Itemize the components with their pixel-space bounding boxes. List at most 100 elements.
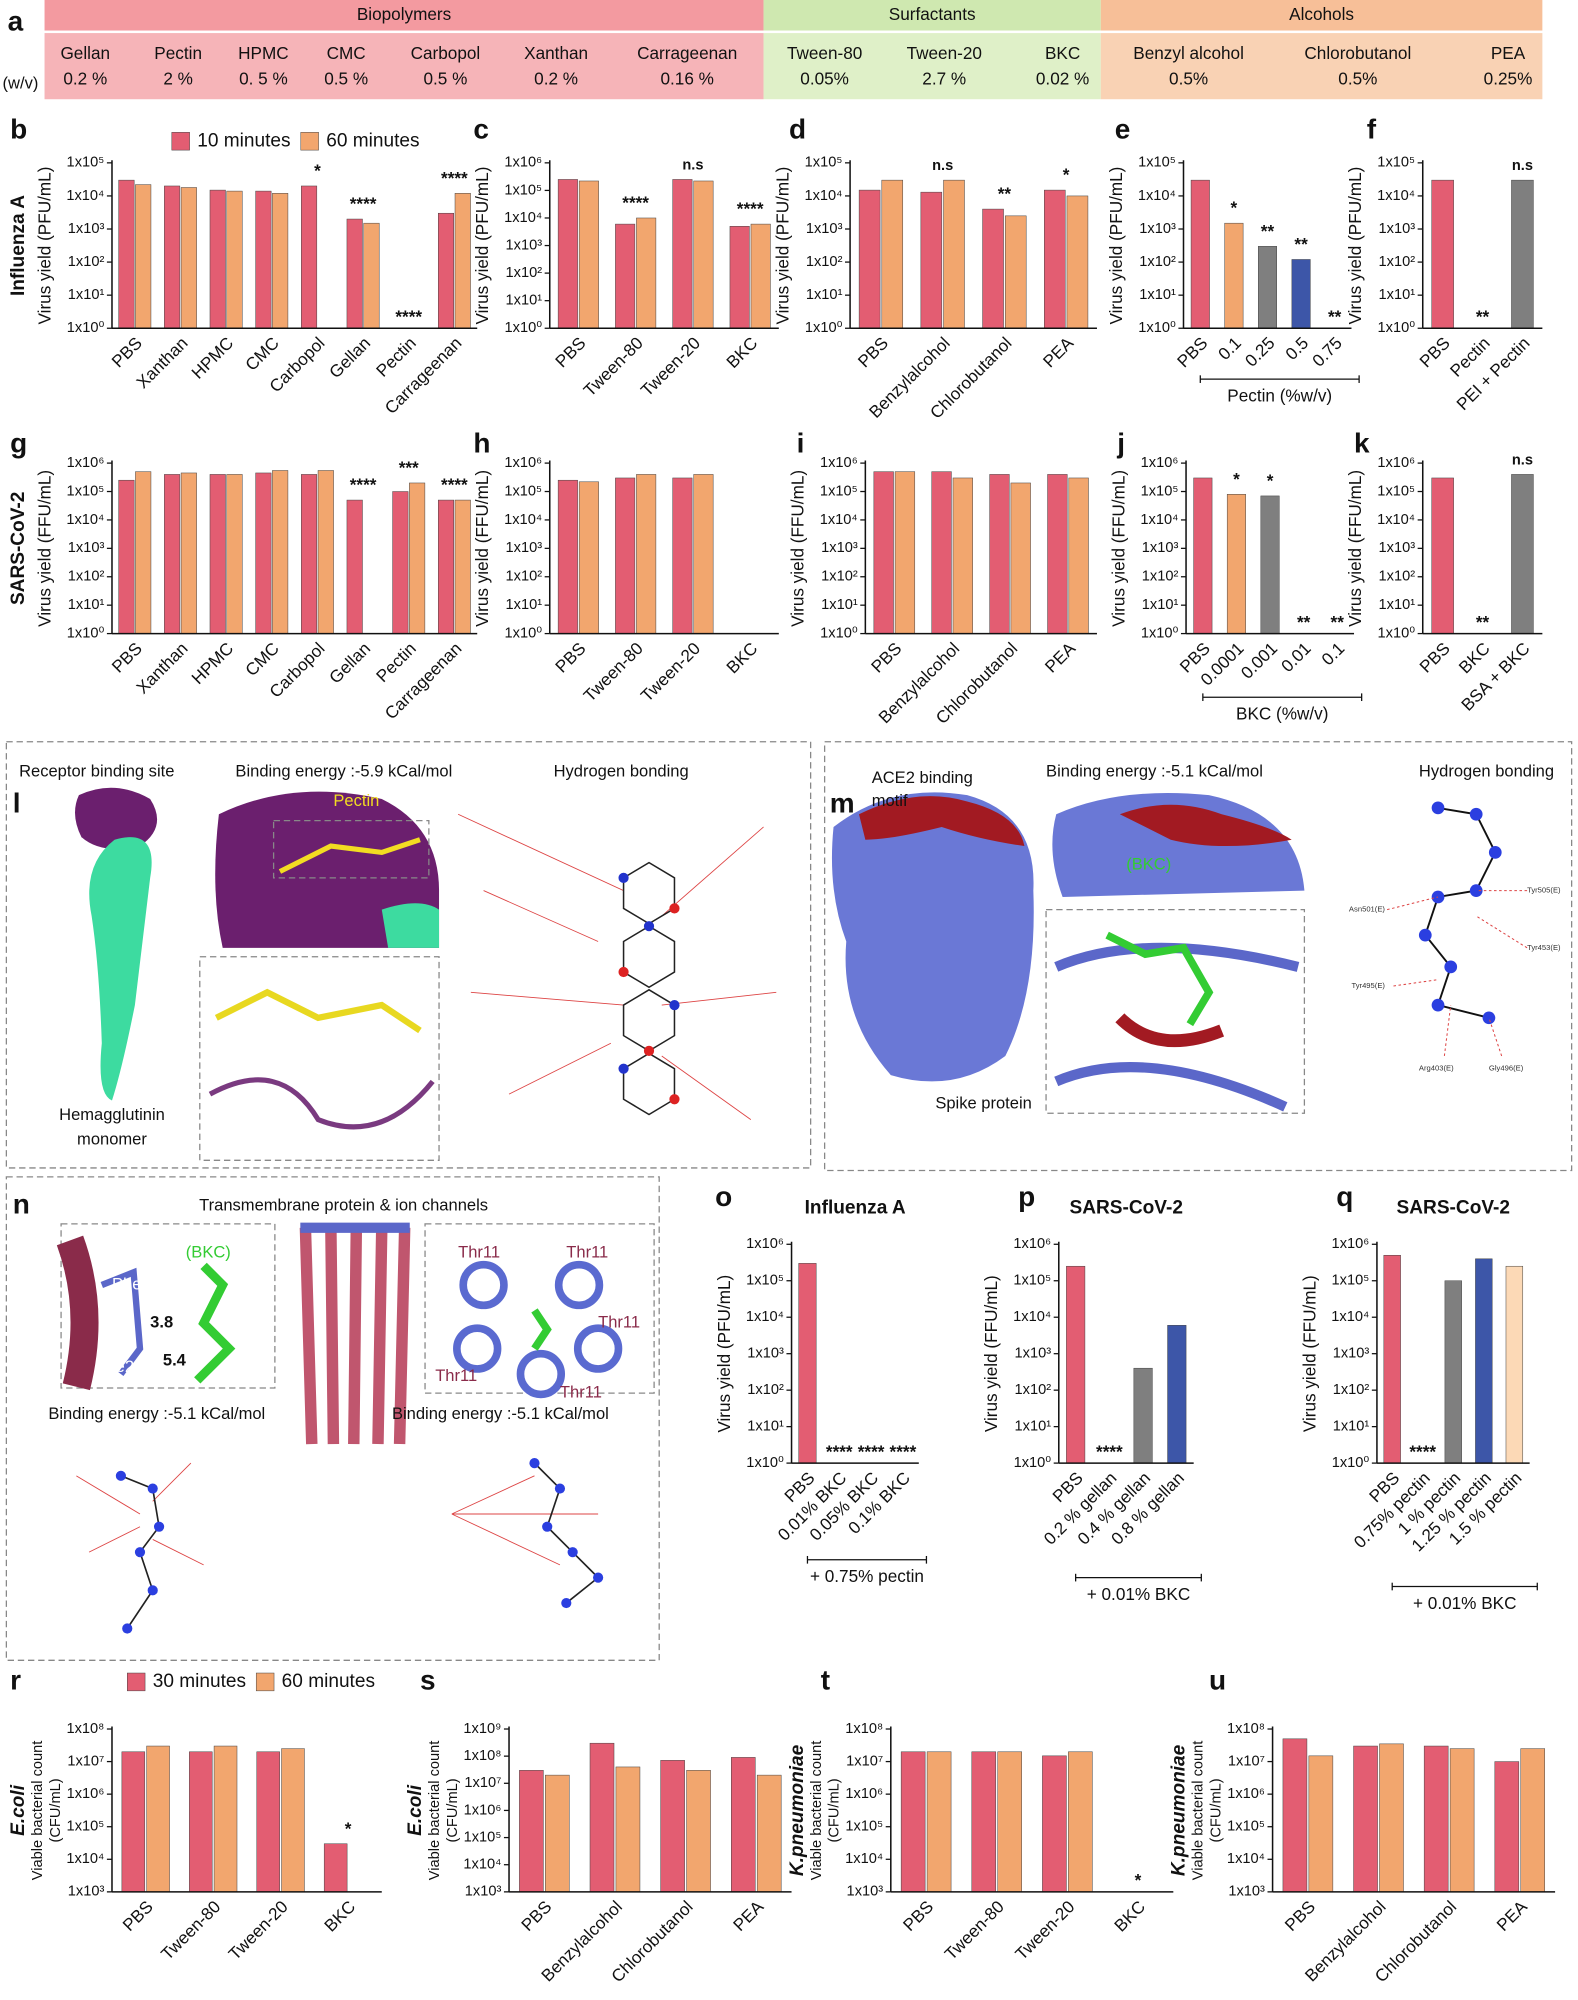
y-tick-label: 1x10² — [506, 569, 543, 585]
y-tick-label: 1x10² — [1379, 254, 1416, 270]
y-tick-label: 1x10³ — [68, 221, 105, 237]
bar — [943, 179, 965, 329]
y-axis-label: Virus yield (PFU/mL) — [772, 167, 792, 325]
item-name: Xanthan — [524, 43, 588, 63]
significance-label: **** — [1096, 1441, 1123, 1461]
item-value: 2.7 % — [922, 69, 966, 89]
y-axis-label: Virus yield (FFU/mL) — [788, 470, 808, 627]
panel-label: e — [1115, 113, 1131, 144]
chart: q SARS-CoV-2 Virus yield (FFU/mL) 1x10⁰ 1x10… — [1299, 1181, 1538, 1613]
chart: d Virus yield (PFU/mL) 1x10⁰ 1x10¹ 1x10² 1x10… — [772, 113, 1097, 423]
y-tick-label: 1x10⁴ — [845, 1851, 883, 1867]
bar — [997, 1751, 1022, 1893]
significance-label: n.s — [1512, 158, 1533, 174]
bar — [989, 474, 1010, 634]
y-tick-label: 1x10¹ — [1379, 597, 1416, 613]
ligand — [194, 1262, 236, 1384]
bar — [660, 1760, 685, 1893]
y-tick-label: 1x10⁶ — [464, 1802, 502, 1818]
bar — [900, 1751, 926, 1893]
significance-label: **** — [350, 194, 377, 214]
caption: Hydrogen bonding — [1419, 762, 1554, 781]
row-label: K.pneumoniae — [787, 1744, 808, 1876]
y-tick-label: 1x10² — [1015, 1382, 1052, 1398]
bar — [1190, 179, 1210, 329]
item-name: BKC — [1045, 43, 1080, 63]
y-axis-label: Viable bacterial count — [809, 1741, 825, 1881]
panel-label: a — [8, 5, 24, 36]
atoms — [618, 872, 680, 1105]
y-tick-label: 1x10⁶ — [504, 455, 542, 471]
surface — [89, 837, 152, 1101]
bar — [118, 179, 135, 329]
row-label: E.coli — [405, 1784, 426, 1836]
bar — [363, 222, 380, 329]
panel-label: g — [10, 428, 27, 459]
x-tick-label: Tween-80 — [579, 638, 646, 705]
y-tick-label: 1x10⁵ — [845, 1819, 883, 1835]
item-name: Pectin — [154, 43, 202, 63]
x-tick-label: BKC — [722, 638, 761, 677]
caption: Transmembrane protein & ion channels — [199, 1195, 488, 1214]
ribbon — [208, 1077, 435, 1130]
bar — [1379, 1743, 1404, 1893]
item-name: CMC — [327, 43, 366, 63]
y-axis-label: Virus yield (PFU/mL) — [714, 1275, 734, 1433]
panel-n: n Transmembrane protein & ion channels (… — [5, 1176, 660, 1661]
bar — [255, 190, 272, 329]
pore-helices — [453, 1260, 623, 1399]
x-tick-label: PBS — [108, 638, 146, 676]
surface — [831, 792, 1034, 1082]
significance-label: * — [1267, 470, 1274, 490]
bar — [454, 193, 471, 329]
y-tick-label: 1x10¹ — [68, 597, 105, 613]
x-tick-label: 0.01 — [1277, 638, 1315, 676]
bar — [1066, 195, 1089, 329]
bar — [926, 1751, 952, 1893]
panel-frame — [823, 741, 1573, 1172]
x-tick-label: Xanthan — [132, 333, 191, 392]
y-tick-label: 1x10² — [806, 254, 843, 270]
significance-label: * — [345, 1818, 352, 1838]
bar — [1042, 1755, 1067, 1893]
bar — [437, 499, 455, 634]
chart: k Virus yield (FFU/mL) 1x10⁰ 1x10¹ 1x10² 1x10… — [1345, 428, 1543, 715]
y-tick-label: 1x10⁴ — [1377, 512, 1415, 528]
helix — [56, 1235, 99, 1391]
bar — [346, 499, 363, 634]
y-tick-label: 1x10⁴ — [1227, 1851, 1265, 1867]
y-tick-label: 1x10² — [506, 265, 543, 281]
item-value: 0.05% — [800, 69, 849, 89]
significance-label: ** — [1476, 612, 1490, 632]
bar — [731, 1757, 756, 1893]
ligand — [1105, 931, 1214, 1027]
significance-label: n.s — [932, 158, 953, 174]
bar — [256, 1751, 280, 1893]
legend-swatch — [127, 1672, 146, 1692]
y-tick-label: 1x10⁰ — [505, 320, 543, 336]
y-tick-label: 1x10¹ — [821, 597, 858, 613]
item-value: 0.2 % — [534, 69, 578, 89]
y-axis-label: Virus yield (FFU/mL) — [1299, 1275, 1319, 1432]
item-value: 0.5 % — [324, 69, 368, 89]
y-tick-label: 1x10⁴ — [1140, 512, 1178, 528]
group-header: Surfactants — [889, 4, 976, 24]
significance-label: ** — [1331, 612, 1345, 632]
panel-label: d — [789, 113, 806, 144]
bar — [272, 193, 289, 329]
caption: Hemagglutinin — [59, 1105, 165, 1124]
zoom-box — [272, 819, 430, 879]
y-tick-label: 1x10⁴ — [463, 1857, 501, 1873]
y-tick-label: 1x10⁷ — [846, 1753, 883, 1769]
bracket-label: + 0.01% BKC — [1087, 1584, 1190, 1604]
x-tick-label: PBS — [1415, 638, 1453, 676]
y-tick-label: 1x10¹ — [506, 597, 543, 613]
y-tick-label: 1x10³ — [1228, 1884, 1265, 1900]
distance-label: 3.8 — [150, 1313, 173, 1332]
y-tick-label: 1x10³ — [747, 1346, 784, 1362]
x-tick-label: 0.25 — [1241, 333, 1279, 371]
bar — [1068, 477, 1089, 634]
residue-label: Thr11 — [566, 1243, 608, 1262]
y-tick-label: 1x10⁰ — [1378, 625, 1416, 641]
significance-label: ** — [1328, 307, 1342, 327]
